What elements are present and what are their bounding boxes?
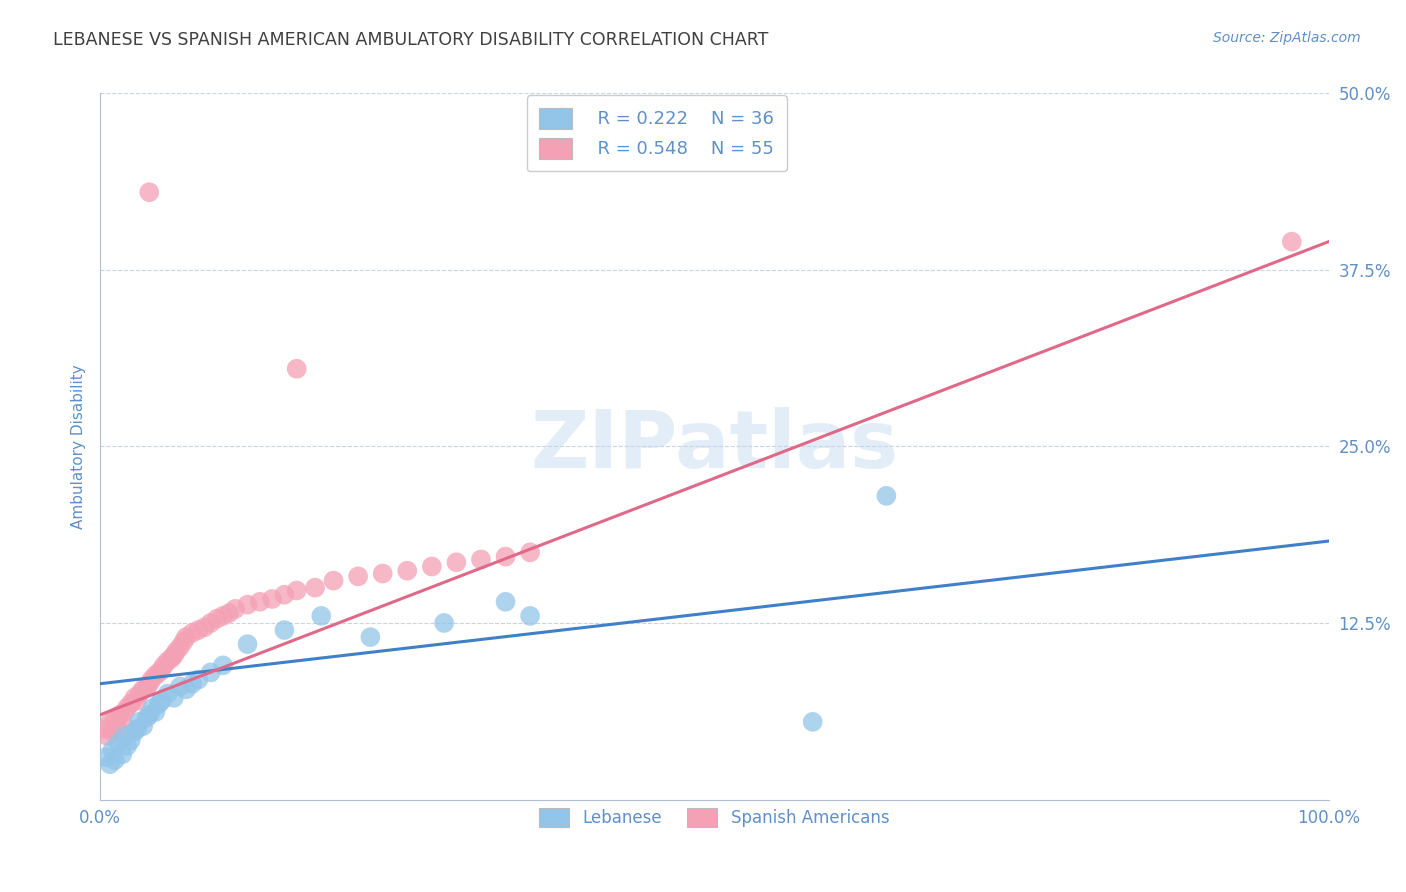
Point [104, 710, 127, 724]
Point [262, 591, 284, 606]
Point [128, 714, 150, 729]
Point [304, 581, 326, 595]
Point [174, 630, 197, 644]
Point [101, 743, 124, 757]
Text: ZIPatlas: ZIPatlas [530, 408, 898, 485]
Point [165, 644, 187, 658]
Point [135, 680, 157, 694]
Point [150, 693, 173, 707]
Point [249, 595, 271, 609]
Point [125, 722, 148, 736]
Point [285, 583, 308, 598]
Point [98, 714, 121, 729]
Point [141, 673, 163, 687]
Point [145, 705, 167, 719]
Point [433, 615, 456, 630]
Point [156, 687, 179, 701]
Point [138, 185, 160, 199]
Point [174, 682, 197, 697]
Point [1281, 235, 1303, 249]
Point [111, 747, 134, 762]
Point [236, 637, 259, 651]
Point [396, 564, 419, 578]
Point [156, 654, 179, 668]
Point [138, 707, 160, 722]
Point [104, 753, 127, 767]
Point [181, 676, 204, 690]
Point [273, 588, 295, 602]
Point [519, 608, 541, 623]
Y-axis label: Ambulatory Disability: Ambulatory Disability [72, 364, 86, 529]
Point [108, 707, 131, 722]
Point [132, 682, 155, 697]
Point [163, 690, 186, 705]
Point [169, 680, 191, 694]
Point [200, 615, 222, 630]
Point [309, 608, 332, 623]
Point [153, 658, 176, 673]
Point [132, 719, 155, 733]
Point [347, 569, 370, 583]
Point [322, 574, 344, 588]
Point [101, 724, 124, 739]
Point [236, 598, 259, 612]
Point [446, 555, 468, 569]
Point [193, 620, 215, 634]
Point [200, 665, 222, 680]
Point [128, 687, 150, 701]
Point [181, 625, 204, 640]
Point [470, 552, 492, 566]
Point [148, 665, 170, 680]
Point [138, 676, 160, 690]
Point [495, 549, 517, 564]
Point [160, 651, 183, 665]
Point [187, 673, 209, 687]
Text: LEBANESE VS SPANISH AMERICAN AMBULATORY DISABILITY CORRELATION CHART: LEBANESE VS SPANISH AMERICAN AMBULATORY … [53, 31, 769, 49]
Point [273, 623, 295, 637]
Point [212, 608, 235, 623]
Point [96, 729, 118, 743]
Point [124, 690, 146, 705]
Point [212, 658, 235, 673]
Point [359, 630, 381, 644]
Point [285, 361, 308, 376]
Point [420, 559, 443, 574]
Point [114, 705, 136, 719]
Point [150, 663, 173, 677]
Text: Source: ZipAtlas.com: Source: ZipAtlas.com [1213, 31, 1361, 45]
Point [120, 733, 142, 747]
Point [115, 739, 138, 753]
Point [224, 602, 246, 616]
Point [519, 545, 541, 559]
Point [125, 693, 148, 707]
Point [120, 697, 142, 711]
Point [187, 623, 209, 637]
Point [205, 612, 228, 626]
Point [148, 697, 170, 711]
Point [495, 595, 517, 609]
Point [114, 729, 136, 743]
Point [371, 566, 394, 581]
Legend: Lebanese, Spanish Americans: Lebanese, Spanish Americans [533, 801, 896, 833]
Point [111, 714, 134, 729]
Point [142, 700, 165, 714]
Point [98, 757, 121, 772]
Point [169, 640, 191, 654]
Point [163, 648, 186, 663]
Point [218, 606, 240, 620]
Point [105, 719, 128, 733]
Point [115, 700, 138, 714]
Point [173, 634, 195, 648]
Point [135, 710, 157, 724]
Point [107, 736, 129, 750]
Point [124, 724, 146, 739]
Point [801, 714, 824, 729]
Point [96, 750, 118, 764]
Point [94, 722, 117, 736]
Point [145, 668, 167, 682]
Point [875, 489, 897, 503]
